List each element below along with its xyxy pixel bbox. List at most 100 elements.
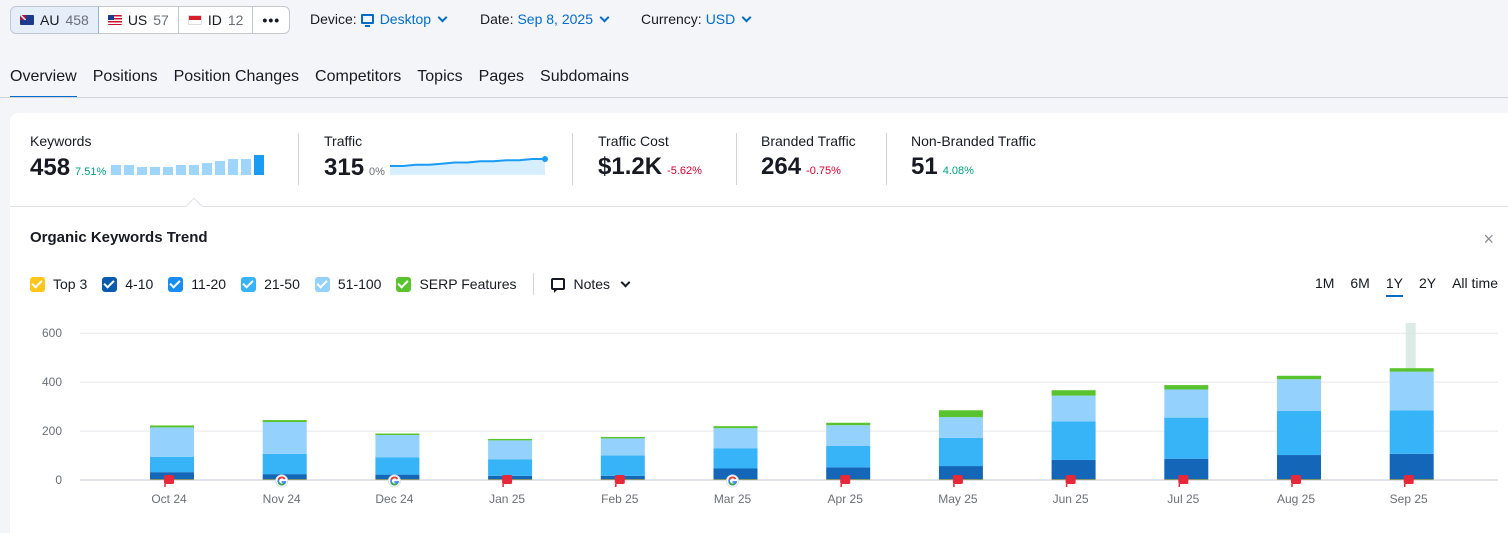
bar-segment-51-100[interactable] xyxy=(713,428,758,449)
bar-segment-21-50[interactable] xyxy=(826,445,871,468)
bar-segment-serp-features[interactable] xyxy=(150,425,194,428)
tab-overview[interactable]: Overview xyxy=(10,66,77,98)
legend-21-50[interactable]: 21-50 xyxy=(241,276,300,292)
bar-segment-21-50[interactable] xyxy=(713,448,758,469)
currency-filter[interactable]: Currency: USD xyxy=(641,11,754,27)
device-filter[interactable]: Device: Desktop xyxy=(310,11,450,27)
device-filter-label: Device: xyxy=(310,11,357,27)
close-icon[interactable]: × xyxy=(1483,229,1494,249)
database-au-button[interactable]: AU 458 xyxy=(11,7,99,33)
bar-segment-51-100[interactable] xyxy=(488,440,533,460)
legend-top-3[interactable]: Top 3 xyxy=(30,276,87,292)
bar-segment-serp-features[interactable] xyxy=(1277,375,1321,380)
google-update-icon[interactable] xyxy=(275,474,289,488)
bar-segment-serp-features[interactable] xyxy=(1389,368,1434,372)
flag-icon[interactable] xyxy=(164,475,174,487)
date-filter-value[interactable]: Sep 8, 2025 xyxy=(517,11,612,27)
bar-segment-serp-features[interactable] xyxy=(488,438,533,441)
bar-segment-4-10[interactable] xyxy=(1051,459,1096,480)
bar-segment-21-50[interactable] xyxy=(1277,411,1321,456)
bar-segment-21-50[interactable] xyxy=(1164,417,1209,459)
traffic-cost-label: Traffic Cost xyxy=(598,133,669,149)
bar-segment-serp-features[interactable] xyxy=(938,410,983,418)
bar-segment-4-10[interactable] xyxy=(713,468,758,480)
tab-pages[interactable]: Pages xyxy=(478,68,525,85)
bar-segment-51-100[interactable] xyxy=(826,425,871,446)
flag-icon[interactable] xyxy=(840,475,851,487)
tab-position-changes[interactable]: Position Changes xyxy=(173,68,300,85)
notes-dropdown[interactable]: Notes xyxy=(551,276,633,293)
tab-subdomains[interactable]: Subdomains xyxy=(540,68,629,85)
bar-segment-51-100[interactable] xyxy=(938,417,983,438)
flag-icon[interactable] xyxy=(614,475,625,487)
bar-segment-51-100[interactable] xyxy=(150,427,194,457)
branded-traffic-metric[interactable]: Branded Traffic 264 -0.75% xyxy=(761,133,891,185)
legend-serp-features[interactable]: SERP Features xyxy=(396,276,516,292)
bar-segment-51-100[interactable] xyxy=(375,434,420,458)
bar-segment-51-100[interactable] xyxy=(1164,389,1209,418)
bar-segment-21-50[interactable] xyxy=(262,453,307,475)
flag-icon[interactable] xyxy=(952,475,963,487)
date-filter[interactable]: Date: Sep 8, 2025 xyxy=(480,11,612,27)
bar-segment-serp-features[interactable] xyxy=(1051,390,1096,396)
device-filter-value[interactable]: Desktop xyxy=(360,11,450,27)
period-all-time[interactable]: All time xyxy=(1452,275,1498,291)
legend-4-10[interactable]: 4-10 xyxy=(102,276,153,292)
notes-label: Notes xyxy=(573,276,611,292)
keywords-sparkline-bar xyxy=(189,165,200,175)
bar-segment-serp-features[interactable] xyxy=(600,436,645,439)
flag-icon[interactable] xyxy=(1291,475,1301,487)
x-tick-label: Feb 25 xyxy=(601,492,639,506)
flag-icon[interactable] xyxy=(1065,475,1076,487)
bar-segment-21-50[interactable] xyxy=(488,459,533,476)
y-tick-label: 0 xyxy=(55,473,62,487)
bar-segment-serp-features[interactable] xyxy=(713,426,758,429)
tab-topics[interactable]: Topics xyxy=(417,68,463,85)
legend-51-100[interactable]: 51-100 xyxy=(314,276,381,292)
period-2y[interactable]: 2Y xyxy=(1418,275,1437,291)
non-branded-traffic-metric[interactable]: Non-Branded Traffic 51 4.08% xyxy=(911,133,1081,185)
tabs-divider xyxy=(0,97,1508,98)
bar-segment-51-100[interactable] xyxy=(262,422,307,454)
period-1m[interactable]: 1M xyxy=(1314,275,1335,291)
more-databases-button[interactable]: ••• xyxy=(262,12,281,28)
bar-segment-serp-features[interactable] xyxy=(826,422,871,426)
bar-segment-21-50[interactable] xyxy=(1051,421,1096,460)
tab-competitors[interactable]: Competitors xyxy=(315,68,402,85)
traffic-cost-metric[interactable]: Traffic Cost $1.2K -5.62% xyxy=(598,133,738,185)
tab-positions[interactable]: Positions xyxy=(92,68,158,85)
google-update-icon[interactable] xyxy=(387,474,401,488)
bar-segment-21-50[interactable] xyxy=(150,456,194,473)
period-1y[interactable]: 1Y xyxy=(1385,275,1403,297)
traffic-metric[interactable]: Traffic 315 0% xyxy=(324,133,564,185)
bar-segment-21-50[interactable] xyxy=(938,437,983,467)
flag-icon[interactable] xyxy=(502,475,513,487)
flag-icon[interactable] xyxy=(1178,475,1189,487)
google-update-icon[interactable] xyxy=(726,474,739,488)
legend-11-20[interactable]: 11-20 xyxy=(168,276,226,292)
x-tick-label: Jul 25 xyxy=(1167,492,1199,506)
keywords-metric[interactable]: Keywords 458 7.51% xyxy=(30,133,280,185)
database-us-button[interactable]: US 57 xyxy=(99,7,179,33)
bar-segment-21-50[interactable] xyxy=(375,457,420,475)
bar-segment-51-100[interactable] xyxy=(1051,395,1096,422)
flag-icon[interactable] xyxy=(1403,475,1414,487)
bar-segment-4-10[interactable] xyxy=(826,467,871,480)
chevron-down-icon xyxy=(741,12,752,23)
period-6m[interactable]: 6M xyxy=(1350,275,1370,291)
bar-segment-4-10[interactable] xyxy=(1164,458,1209,480)
bar-segment-51-100[interactable] xyxy=(1389,371,1434,411)
database-id-button[interactable]: ID 12 xyxy=(179,7,254,33)
bar-segment-serp-features[interactable] xyxy=(375,433,420,435)
metric-divider xyxy=(572,133,573,185)
bar-segment-4-10[interactable] xyxy=(938,466,983,480)
currency-filter-value[interactable]: USD xyxy=(706,11,755,27)
x-tick-label: Jun 25 xyxy=(1053,492,1089,506)
bar-segment-serp-features[interactable] xyxy=(1164,385,1209,390)
bar-segment-51-100[interactable] xyxy=(600,438,645,456)
legend-label: SERP Features xyxy=(419,276,517,292)
bar-segment-21-50[interactable] xyxy=(600,455,645,476)
bar-segment-51-100[interactable] xyxy=(1277,379,1321,412)
bar-segment-serp-features[interactable] xyxy=(262,420,307,423)
bar-segment-21-50[interactable] xyxy=(1389,410,1434,454)
